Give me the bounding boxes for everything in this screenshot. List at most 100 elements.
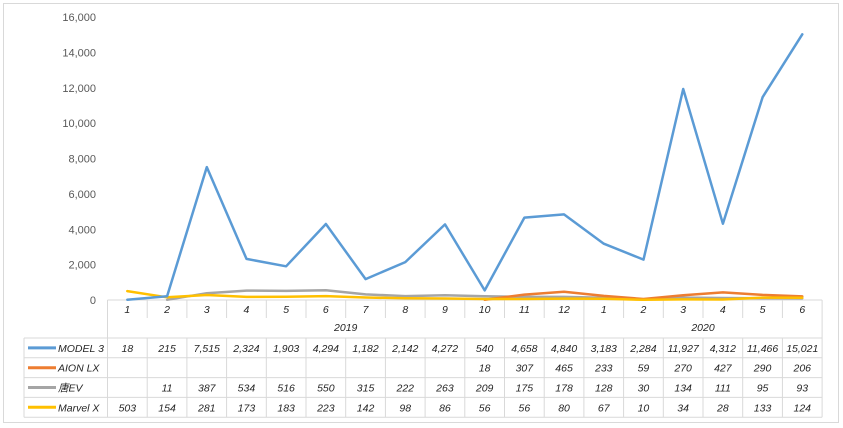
y-tick-label: 16,000: [62, 12, 96, 24]
data-table-cell: 18: [122, 343, 134, 355]
data-table-cell: 7,515: [194, 343, 220, 355]
data-table-cell: 4,312: [710, 343, 736, 355]
data-table-cell: 3,183: [591, 343, 617, 355]
data-table-cell: 223: [316, 402, 335, 414]
y-tick-label: 6,000: [68, 189, 96, 201]
data-table-cell: 18: [479, 363, 491, 375]
data-table-cell: 124: [793, 402, 811, 414]
data-table-cell: 98: [399, 402, 411, 414]
data-table-cell: 465: [555, 363, 573, 375]
data-table-cell: 15,021: [786, 343, 818, 355]
data-table-cell: 2,284: [629, 343, 656, 355]
series-line: [165, 289, 804, 302]
x-tick-label: 11: [519, 304, 530, 316]
y-tick-label: 4,000: [68, 224, 96, 236]
x-group-label: 2020: [690, 322, 715, 334]
data-table-cell: 534: [238, 383, 256, 395]
x-tick-label: 6: [799, 304, 805, 316]
data-table-cell: 56: [519, 402, 531, 414]
x-tick-label: 10: [479, 304, 491, 316]
data-table-cell: 1,903: [273, 343, 299, 355]
data-table-cell: 133: [754, 402, 772, 414]
x-tick-label: 1: [601, 304, 607, 316]
legend-label: AION LX: [57, 363, 100, 375]
data-table-cell: 134: [674, 383, 692, 395]
data-table-cell: 4,272: [432, 343, 458, 355]
x-tick-label: 3: [680, 304, 686, 316]
x-tick-label: 12: [558, 304, 570, 316]
x-tick-label: 2: [163, 304, 170, 316]
legend-label: MODEL 3: [58, 343, 104, 355]
data-table-cell: 111: [715, 383, 731, 395]
data-table-cell: 2,142: [391, 343, 418, 355]
data-table-cell: 11: [162, 383, 173, 395]
data-table-cell: 233: [594, 363, 613, 375]
data-table-cell: 173: [238, 402, 256, 414]
data-table-cell: 206: [792, 363, 811, 375]
legend-label: Marvel X: [58, 402, 100, 414]
data-table-cell: 11,927: [667, 343, 699, 355]
x-group-label: 2019: [333, 322, 358, 334]
y-tick-label: 8,000: [68, 154, 96, 166]
data-table-cell: 263: [435, 383, 454, 395]
data-table-cell: 222: [395, 383, 414, 395]
data-table-cell: 67: [598, 402, 611, 414]
data-table-cell: 2,324: [232, 343, 259, 355]
data-table-cell: 387: [198, 383, 217, 395]
data-table-cell: 4,658: [511, 343, 537, 355]
data-table-cell: 34: [677, 402, 689, 414]
data-table-cell: 11,466: [747, 343, 778, 355]
series-line: [126, 289, 804, 302]
data-table-cell: 215: [157, 343, 176, 355]
data-table-cell: 80: [558, 402, 570, 414]
x-tick-label: 7: [363, 304, 370, 316]
data-table-cell: 142: [357, 402, 375, 414]
data-table-cell: 503: [119, 402, 137, 414]
data-table-cell: 550: [317, 383, 335, 395]
data-table-cell: 86: [439, 402, 451, 414]
data-table-cell: 4,840: [551, 343, 577, 355]
data-table-cell: 128: [595, 383, 613, 395]
x-tick-label: 4: [244, 304, 250, 316]
data-table-cell: 95: [757, 383, 769, 395]
data-table-cell: 1,182: [352, 343, 378, 355]
chart-frame: [3, 3, 839, 423]
series-line: [126, 33, 804, 301]
x-tick-label: 9: [442, 304, 448, 316]
legend-label: 唐EV: [58, 383, 84, 395]
data-table-cell: 540: [476, 343, 494, 355]
data-table-cell: 178: [555, 383, 573, 395]
y-tick-label: 12,000: [62, 83, 96, 95]
x-tick-label: 6: [323, 304, 329, 316]
data-table-cell: 209: [475, 383, 494, 395]
data-table-cell: 183: [277, 402, 295, 414]
data-table-cell: 175: [516, 383, 534, 395]
x-tick-label: 2: [640, 304, 647, 316]
data-table-cell: 56: [479, 402, 491, 414]
x-tick-label: 5: [760, 304, 766, 316]
data-table-cell: 30: [638, 383, 650, 395]
y-tick-label: 10,000: [62, 118, 96, 130]
x-tick-label: 8: [402, 304, 408, 316]
data-table-cell: 427: [714, 363, 733, 375]
data-table-cell: 4,294: [313, 343, 339, 355]
data-table-cell: 59: [638, 363, 650, 375]
data-table-cell: 516: [277, 383, 295, 395]
x-tick-label: 3: [204, 304, 210, 316]
data-table-cell: 154: [158, 402, 176, 414]
data-table-cell: 315: [357, 383, 375, 395]
y-tick-label: 2,000: [68, 260, 96, 272]
data-table-cell: 290: [753, 363, 772, 375]
data-table-cell: 307: [516, 363, 535, 375]
x-tick-label: 1: [124, 304, 130, 316]
data-table-cell: 281: [197, 402, 216, 414]
data-table-cell: 28: [716, 402, 729, 414]
data-table-cell: 93: [796, 383, 808, 395]
data-table-cell: 270: [673, 363, 692, 375]
data-table-cell: 10: [638, 402, 650, 414]
x-tick-label: 4: [720, 304, 726, 316]
y-tick-label: 0: [90, 295, 96, 307]
x-tick-label: 5: [283, 304, 289, 316]
y-tick-label: 14,000: [62, 47, 96, 59]
